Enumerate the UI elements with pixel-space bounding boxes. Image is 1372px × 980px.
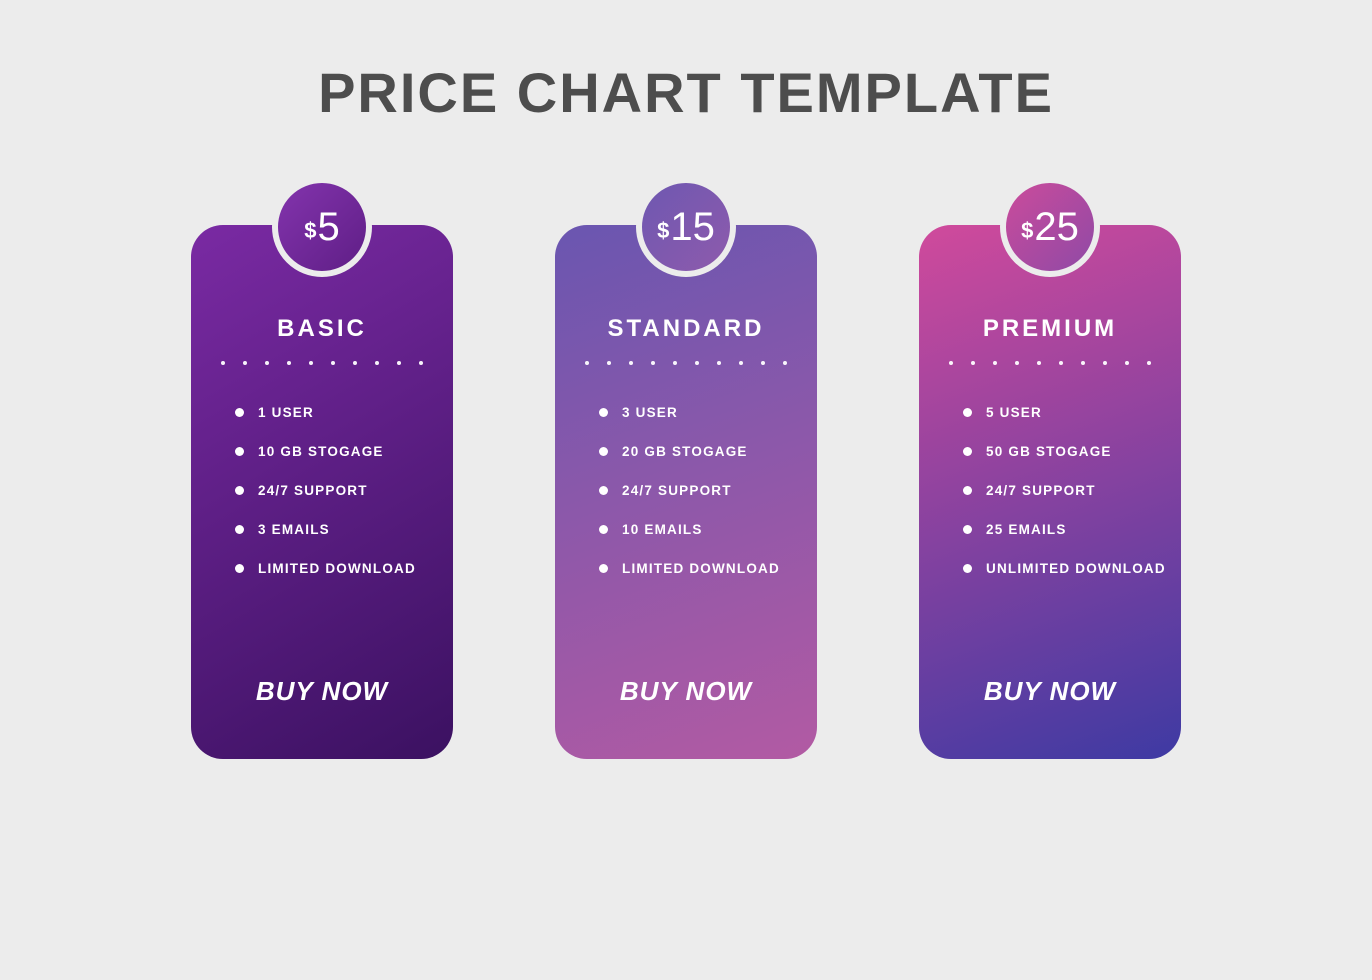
price-amount: 25 <box>1034 205 1079 250</box>
feature-label: 20 GB STOGAGE <box>622 444 748 459</box>
bullet-icon <box>235 564 244 573</box>
feature-item: 24/7 SUPPORT <box>963 483 1181 498</box>
bullet-icon <box>235 525 244 534</box>
divider-dots <box>949 361 1151 365</box>
tier-name-premium: PREMIUM <box>983 315 1117 343</box>
feature-label: UNLIMITED DOWNLOAD <box>986 561 1166 576</box>
bullet-icon <box>963 564 972 573</box>
bullet-icon <box>599 486 608 495</box>
buy-now-button-basic[interactable]: BUY NOW <box>191 676 453 707</box>
bullet-icon <box>963 408 972 417</box>
buy-now-button-standard[interactable]: BUY NOW <box>555 676 817 707</box>
feature-item: 10 EMAILS <box>599 522 817 537</box>
divider-dots <box>221 361 423 365</box>
feature-label: 10 GB STOGAGE <box>258 444 384 459</box>
bullet-icon <box>235 447 244 456</box>
price-badge-standard: $ 15 <box>636 177 736 277</box>
page-title: PRICE CHART TEMPLATE <box>318 60 1054 125</box>
pricing-cards-row: $ 5 BASIC 1 USER 10 GB STOGAGE 24/7 SUPP… <box>191 225 1181 759</box>
feature-label: 3 EMAILS <box>258 522 330 537</box>
feature-label: 3 USER <box>622 405 678 420</box>
bullet-icon <box>235 486 244 495</box>
feature-label: 25 EMAILS <box>986 522 1067 537</box>
feature-item: 3 EMAILS <box>235 522 453 537</box>
bullet-icon <box>599 408 608 417</box>
feature-item: 50 GB STOGAGE <box>963 444 1181 459</box>
price-amount: 15 <box>670 205 715 250</box>
feature-item: 10 GB STOGAGE <box>235 444 453 459</box>
bullet-icon <box>599 564 608 573</box>
feature-list-premium: 5 USER 50 GB STOGAGE 24/7 SUPPORT 25 EMA… <box>919 405 1181 576</box>
pricing-card-basic: $ 5 BASIC 1 USER 10 GB STOGAGE 24/7 SUPP… <box>191 225 453 759</box>
price-badge-basic: $ 5 <box>272 177 372 277</box>
feature-list-basic: 1 USER 10 GB STOGAGE 24/7 SUPPORT 3 EMAI… <box>191 405 453 576</box>
feature-item: 24/7 SUPPORT <box>235 483 453 498</box>
feature-item: 5 USER <box>963 405 1181 420</box>
feature-label: 5 USER <box>986 405 1042 420</box>
tier-name-standard: STANDARD <box>608 315 765 343</box>
feature-label: 50 GB STOGAGE <box>986 444 1112 459</box>
feature-list-standard: 3 USER 20 GB STOGAGE 24/7 SUPPORT 10 EMA… <box>555 405 817 576</box>
feature-item: LIMITED DOWNLOAD <box>235 561 453 576</box>
feature-item: 1 USER <box>235 405 453 420</box>
currency-symbol: $ <box>1021 218 1033 244</box>
feature-item: LIMITED DOWNLOAD <box>599 561 817 576</box>
bullet-icon <box>963 486 972 495</box>
feature-label: LIMITED DOWNLOAD <box>622 561 780 576</box>
price-amount: 5 <box>318 205 340 250</box>
feature-label: 24/7 SUPPORT <box>258 483 368 498</box>
feature-label: 24/7 SUPPORT <box>986 483 1096 498</box>
bullet-icon <box>599 525 608 534</box>
tier-name-basic: BASIC <box>277 315 367 343</box>
currency-symbol: $ <box>657 218 669 244</box>
feature-item: 25 EMAILS <box>963 522 1181 537</box>
feature-item: 24/7 SUPPORT <box>599 483 817 498</box>
feature-label: 24/7 SUPPORT <box>622 483 732 498</box>
buy-now-button-premium[interactable]: BUY NOW <box>919 676 1181 707</box>
bullet-icon <box>599 447 608 456</box>
price-badge-premium: $ 25 <box>1000 177 1100 277</box>
bullet-icon <box>963 525 972 534</box>
feature-item: UNLIMITED DOWNLOAD <box>963 561 1181 576</box>
feature-label: LIMITED DOWNLOAD <box>258 561 416 576</box>
feature-label: 10 EMAILS <box>622 522 703 537</box>
feature-label: 1 USER <box>258 405 314 420</box>
divider-dots <box>585 361 787 365</box>
pricing-card-premium: $ 25 PREMIUM 5 USER 50 GB STOGAGE 24/7 S… <box>919 225 1181 759</box>
feature-item: 3 USER <box>599 405 817 420</box>
bullet-icon <box>235 408 244 417</box>
bullet-icon <box>963 447 972 456</box>
pricing-card-standard: $ 15 STANDARD 3 USER 20 GB STOGAGE 24/7 … <box>555 225 817 759</box>
feature-item: 20 GB STOGAGE <box>599 444 817 459</box>
currency-symbol: $ <box>304 218 316 244</box>
